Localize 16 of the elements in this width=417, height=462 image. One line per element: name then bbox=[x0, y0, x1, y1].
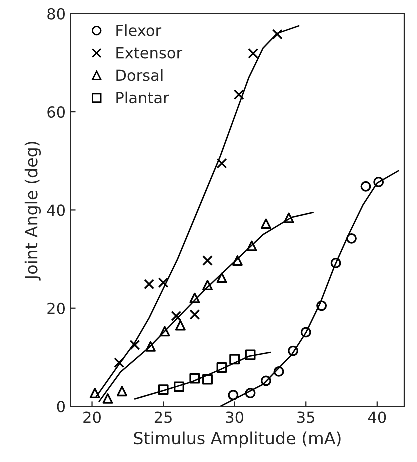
y-tick-label: 60 bbox=[48, 106, 66, 118]
x-tick-label: 30 bbox=[226, 412, 244, 424]
legend-label: Plantar bbox=[116, 92, 170, 104]
y-tick-label: 0 bbox=[57, 401, 66, 413]
x-tick-label: 35 bbox=[298, 412, 315, 424]
legend-label: Flexor bbox=[116, 24, 162, 36]
y-axis-title: Joint Angle (deg) bbox=[24, 142, 42, 281]
legend-label: Extensor bbox=[116, 47, 183, 59]
x-tick-label: 40 bbox=[368, 412, 386, 424]
legend-label: Dorsal bbox=[116, 69, 163, 82]
x-axis-title: Stimulus Amplitude (mA) bbox=[134, 432, 341, 448]
y-tick-label: 40 bbox=[47, 204, 66, 216]
x-tick-label: 25 bbox=[154, 412, 172, 424]
x-tick-label: 20 bbox=[84, 412, 101, 424]
y-tick-label: 20 bbox=[48, 302, 66, 314]
y-tick-label: 80 bbox=[48, 8, 66, 20]
